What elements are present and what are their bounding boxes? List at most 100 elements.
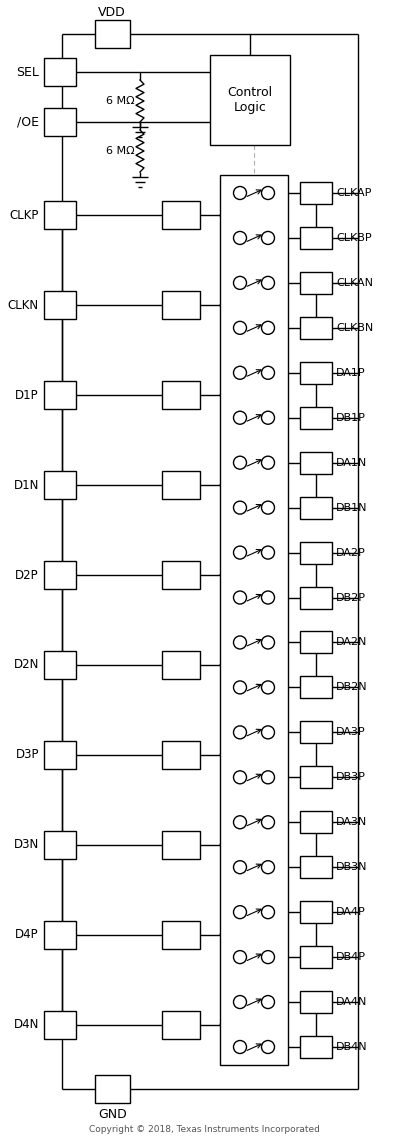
Bar: [162, 651, 200, 679]
Text: CLKBP: CLKBP: [336, 233, 372, 243]
Circle shape: [262, 771, 275, 783]
Bar: [220, 175, 288, 1065]
Bar: [300, 587, 332, 609]
Bar: [44, 291, 76, 320]
Bar: [162, 561, 200, 589]
Bar: [44, 920, 76, 949]
Text: 6 MΩ: 6 MΩ: [106, 146, 135, 156]
Bar: [300, 272, 332, 293]
Circle shape: [262, 996, 275, 1008]
Circle shape: [233, 592, 246, 604]
Circle shape: [262, 456, 275, 469]
Text: Copyright © 2018, Texas Instruments Incorporated: Copyright © 2018, Texas Instruments Inco…: [89, 1126, 319, 1134]
Bar: [162, 472, 200, 499]
Bar: [300, 901, 332, 923]
Bar: [162, 830, 200, 859]
Circle shape: [233, 186, 246, 200]
Text: DB2N: DB2N: [336, 683, 368, 692]
Circle shape: [262, 411, 275, 424]
Bar: [300, 766, 332, 788]
Text: DB3N: DB3N: [336, 862, 368, 872]
Circle shape: [233, 411, 246, 424]
Circle shape: [262, 950, 275, 964]
Circle shape: [233, 950, 246, 964]
Text: DB4P: DB4P: [336, 952, 366, 962]
Bar: [44, 1011, 76, 1038]
Text: D1N: D1N: [13, 478, 39, 492]
Bar: [44, 561, 76, 589]
Circle shape: [262, 186, 275, 200]
Text: DB1P: DB1P: [336, 412, 366, 423]
Bar: [300, 452, 332, 474]
Circle shape: [262, 636, 275, 649]
Circle shape: [262, 861, 275, 874]
Circle shape: [262, 726, 275, 739]
Text: CLKAP: CLKAP: [336, 188, 371, 198]
Circle shape: [262, 681, 275, 694]
Bar: [300, 946, 332, 968]
Bar: [44, 381, 76, 409]
Circle shape: [233, 232, 246, 244]
Circle shape: [262, 367, 275, 379]
Text: DA1P: DA1P: [336, 368, 366, 378]
Text: SEL: SEL: [16, 65, 39, 79]
Text: CLKP: CLKP: [10, 209, 39, 222]
Bar: [300, 182, 332, 204]
Circle shape: [262, 815, 275, 829]
Text: Control
Logic: Control Logic: [227, 86, 273, 114]
Text: DB1N: DB1N: [336, 502, 368, 513]
Text: DA4P: DA4P: [336, 907, 366, 917]
Bar: [300, 856, 332, 878]
Circle shape: [262, 232, 275, 244]
Circle shape: [233, 996, 246, 1008]
Bar: [162, 741, 200, 769]
Circle shape: [233, 367, 246, 379]
Bar: [44, 108, 76, 136]
Bar: [162, 201, 200, 230]
Text: DA1N: DA1N: [336, 458, 367, 468]
Circle shape: [233, 1040, 246, 1054]
Text: D2N: D2N: [13, 659, 39, 671]
Text: DA3N: DA3N: [336, 818, 367, 827]
Text: GND: GND: [98, 1109, 127, 1121]
Circle shape: [262, 321, 275, 335]
Text: CLKBN: CLKBN: [336, 323, 373, 332]
Text: DB2P: DB2P: [336, 593, 366, 603]
Bar: [44, 58, 76, 86]
Bar: [162, 920, 200, 949]
Circle shape: [262, 592, 275, 604]
Circle shape: [262, 906, 275, 918]
Bar: [44, 741, 76, 769]
Bar: [300, 227, 332, 249]
Bar: [300, 541, 332, 564]
Text: D4P: D4P: [16, 928, 39, 941]
Circle shape: [233, 276, 246, 289]
Circle shape: [233, 906, 246, 918]
Bar: [44, 651, 76, 679]
Text: VDD: VDD: [98, 6, 126, 18]
Text: D1P: D1P: [16, 388, 39, 402]
Text: DB3P: DB3P: [336, 772, 366, 782]
Text: D3P: D3P: [16, 748, 39, 762]
Bar: [44, 201, 76, 230]
Circle shape: [262, 276, 275, 289]
Bar: [300, 991, 332, 1013]
Text: 6 MΩ: 6 MΩ: [106, 96, 135, 106]
Bar: [300, 676, 332, 699]
Circle shape: [233, 456, 246, 469]
Circle shape: [233, 815, 246, 829]
Bar: [300, 811, 332, 834]
Circle shape: [233, 321, 246, 335]
Bar: [300, 1036, 332, 1057]
Bar: [44, 830, 76, 859]
Text: D4N: D4N: [13, 1018, 39, 1031]
Bar: [162, 291, 200, 320]
Bar: [300, 497, 332, 518]
Bar: [95, 21, 129, 48]
Bar: [300, 362, 332, 384]
Circle shape: [262, 546, 275, 560]
Text: DA3P: DA3P: [336, 727, 366, 738]
Bar: [210, 55, 290, 145]
Circle shape: [233, 861, 246, 874]
Bar: [300, 722, 332, 743]
